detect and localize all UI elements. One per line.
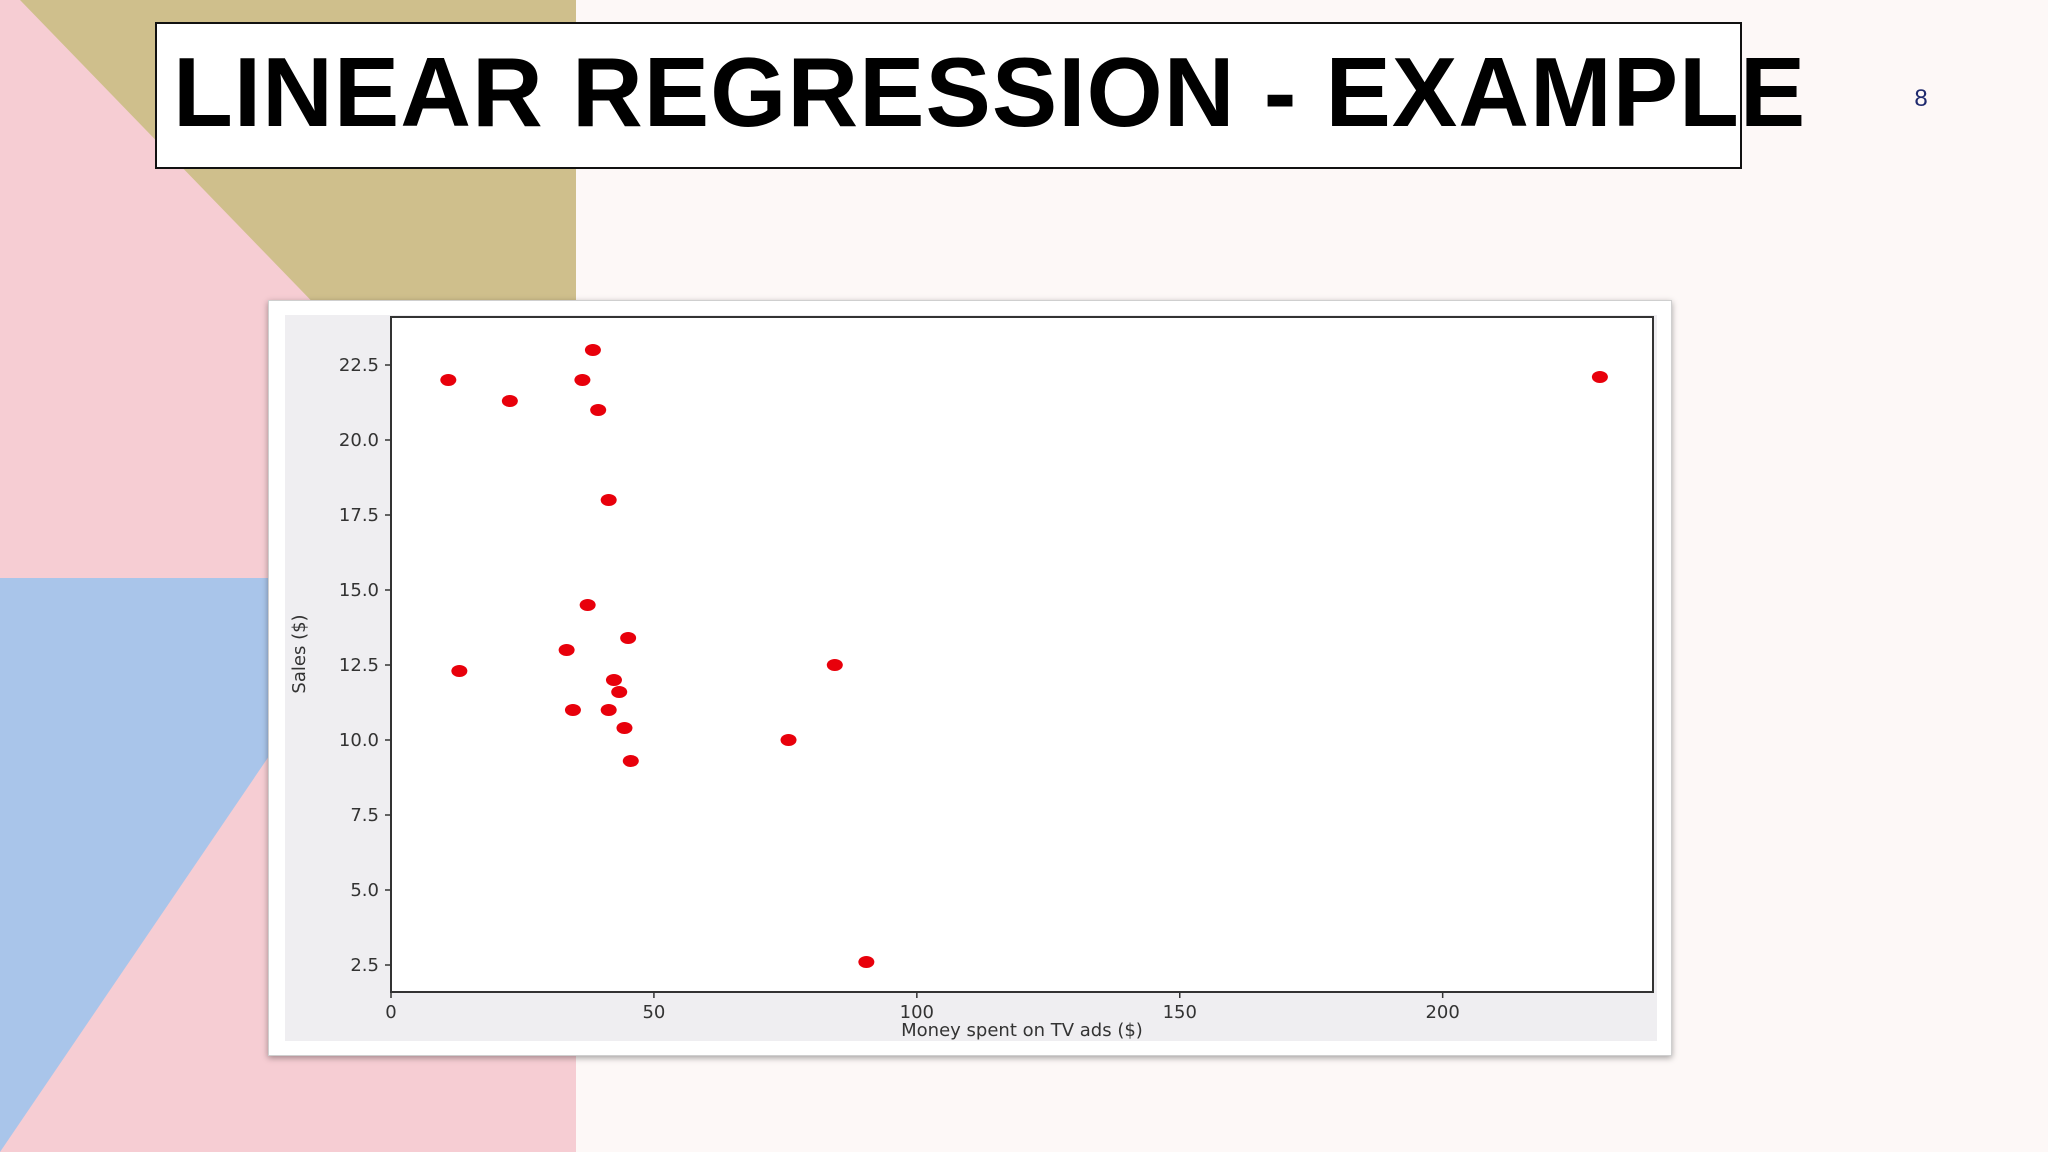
x-axis-ticks: 0 50 100 150 200	[385, 992, 1460, 1023]
y-axis-label: Sales ($)	[289, 614, 310, 693]
slide-title: LINEAR REGRESSION - EXAMPLE	[173, 37, 1807, 147]
scatter-point	[579, 599, 596, 611]
scatter-point	[616, 722, 633, 734]
scatter-point	[584, 344, 601, 356]
scatter-point	[590, 404, 607, 416]
scatter-point	[440, 374, 457, 386]
scatter-point	[611, 686, 628, 698]
scatter-point	[600, 704, 617, 716]
scatter-point	[574, 374, 591, 386]
x-tick-label: 0	[385, 1002, 396, 1023]
scatter-point	[605, 674, 622, 686]
y-tick-label: 10.0	[339, 730, 379, 751]
scatter-point	[1591, 371, 1608, 383]
scatter-chart: 0 50 100 150 200 2.5 5.0 7.5 10.0 12.5 15.0 17.5 20…	[285, 315, 1657, 1041]
y-tick-label: 15.0	[339, 580, 379, 601]
scatter-point	[620, 632, 637, 644]
scatter-point	[780, 734, 797, 746]
x-tick-label: 150	[1163, 1002, 1197, 1023]
y-tick-label: 2.5	[350, 955, 379, 976]
scatter-point	[451, 665, 468, 677]
data-points	[440, 344, 1608, 968]
title-box: LINEAR REGRESSION - EXAMPLE	[155, 22, 1805, 169]
scatter-point	[826, 659, 843, 671]
y-tick-label: 12.5	[339, 655, 379, 676]
x-axis-label: Money spent on TV ads ($)	[901, 1020, 1143, 1041]
x-tick-label: 100	[900, 1002, 934, 1023]
y-tick-label: 22.5	[339, 355, 379, 376]
y-tick-label: 7.5	[350, 805, 379, 826]
x-tick-label: 200	[1425, 1002, 1459, 1023]
y-tick-label: 17.5	[339, 505, 379, 526]
scatter-point	[558, 644, 575, 656]
y-tick-label: 5.0	[350, 880, 379, 901]
y-tick-label: 20.0	[339, 430, 379, 451]
scatter-point	[564, 704, 581, 716]
page-number: 8	[1914, 85, 1928, 112]
scatter-point	[501, 395, 518, 407]
scatter-point	[600, 494, 617, 506]
chart-card: 0 50 100 150 200 2.5 5.0 7.5 10.0 12.5 15.0 17.5 20…	[268, 300, 1672, 1056]
scatter-point	[622, 755, 639, 767]
y-axis-ticks: 2.5 5.0 7.5 10.0 12.5 15.0 17.5 20.0 22.5	[339, 355, 391, 976]
plot-area	[390, 316, 1654, 993]
scatter-point	[858, 956, 875, 968]
x-tick-label: 50	[642, 1002, 665, 1023]
